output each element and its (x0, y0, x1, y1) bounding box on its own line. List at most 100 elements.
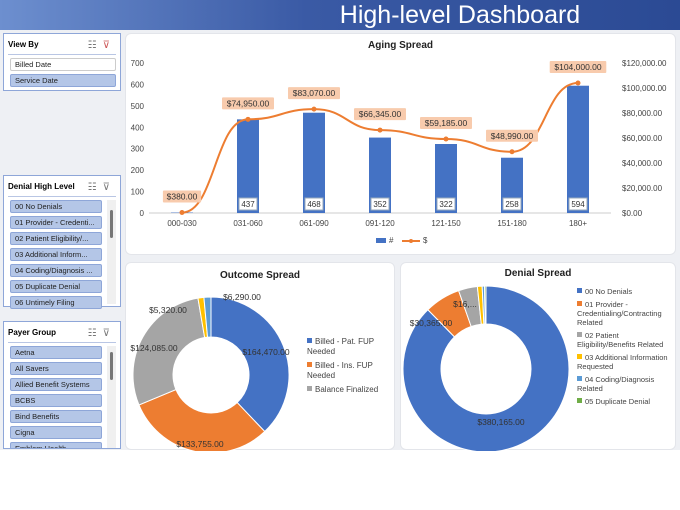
slicer-item[interactable]: 02 Patient Eligibility/... (10, 232, 102, 245)
slice-data-label: $5,320.00 (149, 305, 187, 315)
legend-label: Billed - Ins. FUP Needed (307, 361, 373, 380)
line-point (575, 80, 581, 86)
data-label-box (568, 197, 588, 211)
multi-select-icon[interactable]: ☷ (87, 182, 103, 193)
aging-spread-card: Aging Spread 0 100 200 300 400 500 600 700 $0.00… (125, 33, 676, 255)
slicer-item[interactable]: Service Date (10, 74, 116, 87)
slicer-denial-high-level: Denial High Level ☷⊽ 00 No Denials 01 Prov… (3, 175, 121, 309)
legend-swatch (577, 354, 582, 359)
slicer-title: Denial High Level (8, 182, 75, 191)
line-point (311, 106, 317, 112)
legend-item: 05 Duplicate Denial (577, 397, 675, 406)
legend-swatch (307, 338, 312, 343)
right-tick-label: $20,000.00 (622, 184, 663, 193)
slicer-title: View By (8, 40, 39, 49)
slice-data-label: $16,... (453, 299, 477, 309)
scrollbar-thumb[interactable] (110, 352, 113, 380)
multi-select-icon[interactable]: ☷ (87, 40, 103, 51)
line-label-box (486, 129, 538, 142)
scrollbar[interactable] (107, 346, 116, 448)
slicer-header: Payer Group ☷⊽ (8, 325, 116, 343)
category-label: 031-060 (233, 219, 263, 228)
bar-data-label: 322 (439, 200, 453, 209)
denial-legend: 00 No Denials 01 Provider - Credentialing… (577, 287, 675, 410)
slicer-item[interactable]: Billed Date (10, 58, 116, 71)
legend-item: Balance Finalized (307, 385, 392, 395)
legend-label: 04 Coding/Diagnosis Related (577, 375, 655, 393)
bar (369, 137, 391, 213)
category-label: 180+ (569, 219, 587, 228)
data-label-box (370, 197, 390, 211)
left-tick-label: 400 (131, 123, 145, 132)
right-tick-label: $60,000.00 (622, 134, 663, 143)
line-label-box (549, 61, 607, 73)
line-point (377, 127, 383, 133)
legend-swatch (307, 362, 312, 367)
chart-title: Aging Spread (367, 40, 433, 51)
bar-data-label: 437 (241, 200, 255, 209)
right-tick-label: $100,000.00 (622, 84, 667, 93)
legend-item: Billed - Ins. FUP Needed (307, 361, 392, 381)
slice-data-label: $6,290.00 (223, 292, 261, 302)
legend-swatch (577, 376, 582, 381)
donut-slice (138, 388, 266, 451)
slicer-item[interactable]: Allied Benefit Systems (10, 378, 102, 391)
slicer-item[interactable]: Emblem Health (10, 442, 102, 448)
data-label-box (238, 197, 258, 211)
slicer-item[interactable]: 06 Untimely Filing (10, 296, 102, 309)
slicer-payer-group: Payer Group ☷⊽ Aetna All Savers Allied Bene… (3, 321, 121, 449)
slicer-item[interactable]: 03 Additional Inform... (10, 248, 102, 261)
legend-item: 02 Patient Eligibility/Benefits Related (577, 331, 675, 349)
bar (435, 144, 457, 213)
slicer-item[interactable]: 01 Provider - Credenti... (10, 216, 102, 229)
legend-swatch (577, 332, 582, 337)
line-label-box (420, 117, 472, 130)
legend-swatch (577, 398, 582, 403)
line-data-label: $104,000.00 (554, 62, 602, 72)
slice-data-label: $164,470.00 (242, 347, 290, 357)
slice-data-label: $124,085.00 (130, 343, 178, 353)
slicer-item[interactable]: 05 Duplicate Denial (10, 280, 102, 293)
slicer-item[interactable]: BCBS (10, 394, 102, 407)
outcome-spread-card: Outcome Spread $164,470.00 $133,755.00 $12… (125, 262, 395, 451)
legend-label: 02 Patient Eligibility/Benefits Related (577, 331, 664, 349)
donut-slice (210, 296, 290, 433)
slicer-header: View By ☷⊽ (8, 37, 116, 55)
slicer-title: Payer Group (8, 328, 57, 337)
clear-filter-icon[interactable]: ⊽ (102, 40, 116, 51)
slicer-item[interactable]: All Savers (10, 362, 102, 375)
line-data-label: $66,345.00 (359, 109, 402, 119)
right-tick-label: $0.00 (622, 209, 643, 218)
left-tick-label: 500 (131, 102, 145, 111)
scrollbar[interactable] (107, 200, 116, 304)
scrollbar-thumb[interactable] (110, 210, 113, 238)
category-label: 061-090 (299, 219, 329, 228)
line-data-label: $380.00 (167, 192, 198, 202)
bar-data-label: 594 (571, 200, 585, 209)
legend-label: Billed - Pat. FUP Needed (307, 337, 374, 356)
chart-title: Outcome Spread (219, 270, 301, 281)
slice-data-label: $380,165.00 (477, 417, 525, 427)
line-data-label: $59,185.00 (425, 118, 468, 128)
slicer-item[interactable]: 04 Coding/Diagnosis ... (10, 264, 102, 277)
multi-select-icon[interactable]: ☷ (87, 328, 103, 339)
category-label: 000-030 (167, 219, 197, 228)
page-title: High-level Dashboard (339, 1, 581, 29)
legend-item: 03 Additional Information Requested (577, 353, 675, 371)
legend-swatch (307, 386, 312, 391)
slicer-item[interactable]: Cigna (10, 426, 102, 439)
left-tick-label: 600 (131, 80, 145, 89)
right-tick-label: $80,000.00 (622, 109, 663, 118)
slicer-item[interactable]: Bind Benefits (10, 410, 102, 423)
line-label-box (162, 190, 202, 203)
outcome-spread-chart: $164,470.00 $133,755.00 $124,085.00 $5,320.… (130, 292, 290, 451)
header-bar: High-level Dashboard (0, 0, 680, 30)
slicer-item[interactable]: 00 No Denials (10, 200, 102, 213)
clear-filter-icon[interactable]: ⊽ (102, 182, 116, 193)
legend-item: 00 No Denials (577, 287, 675, 296)
clear-filter-icon[interactable]: ⊽ (102, 328, 116, 339)
right-tick-label: $120,000.00 (622, 59, 667, 68)
slicer-item[interactable]: Aetna (10, 346, 102, 359)
outcome-legend: Billed - Pat. FUP Needed Billed - Ins. FU… (307, 337, 392, 399)
bar-data-label: 468 (307, 200, 321, 209)
